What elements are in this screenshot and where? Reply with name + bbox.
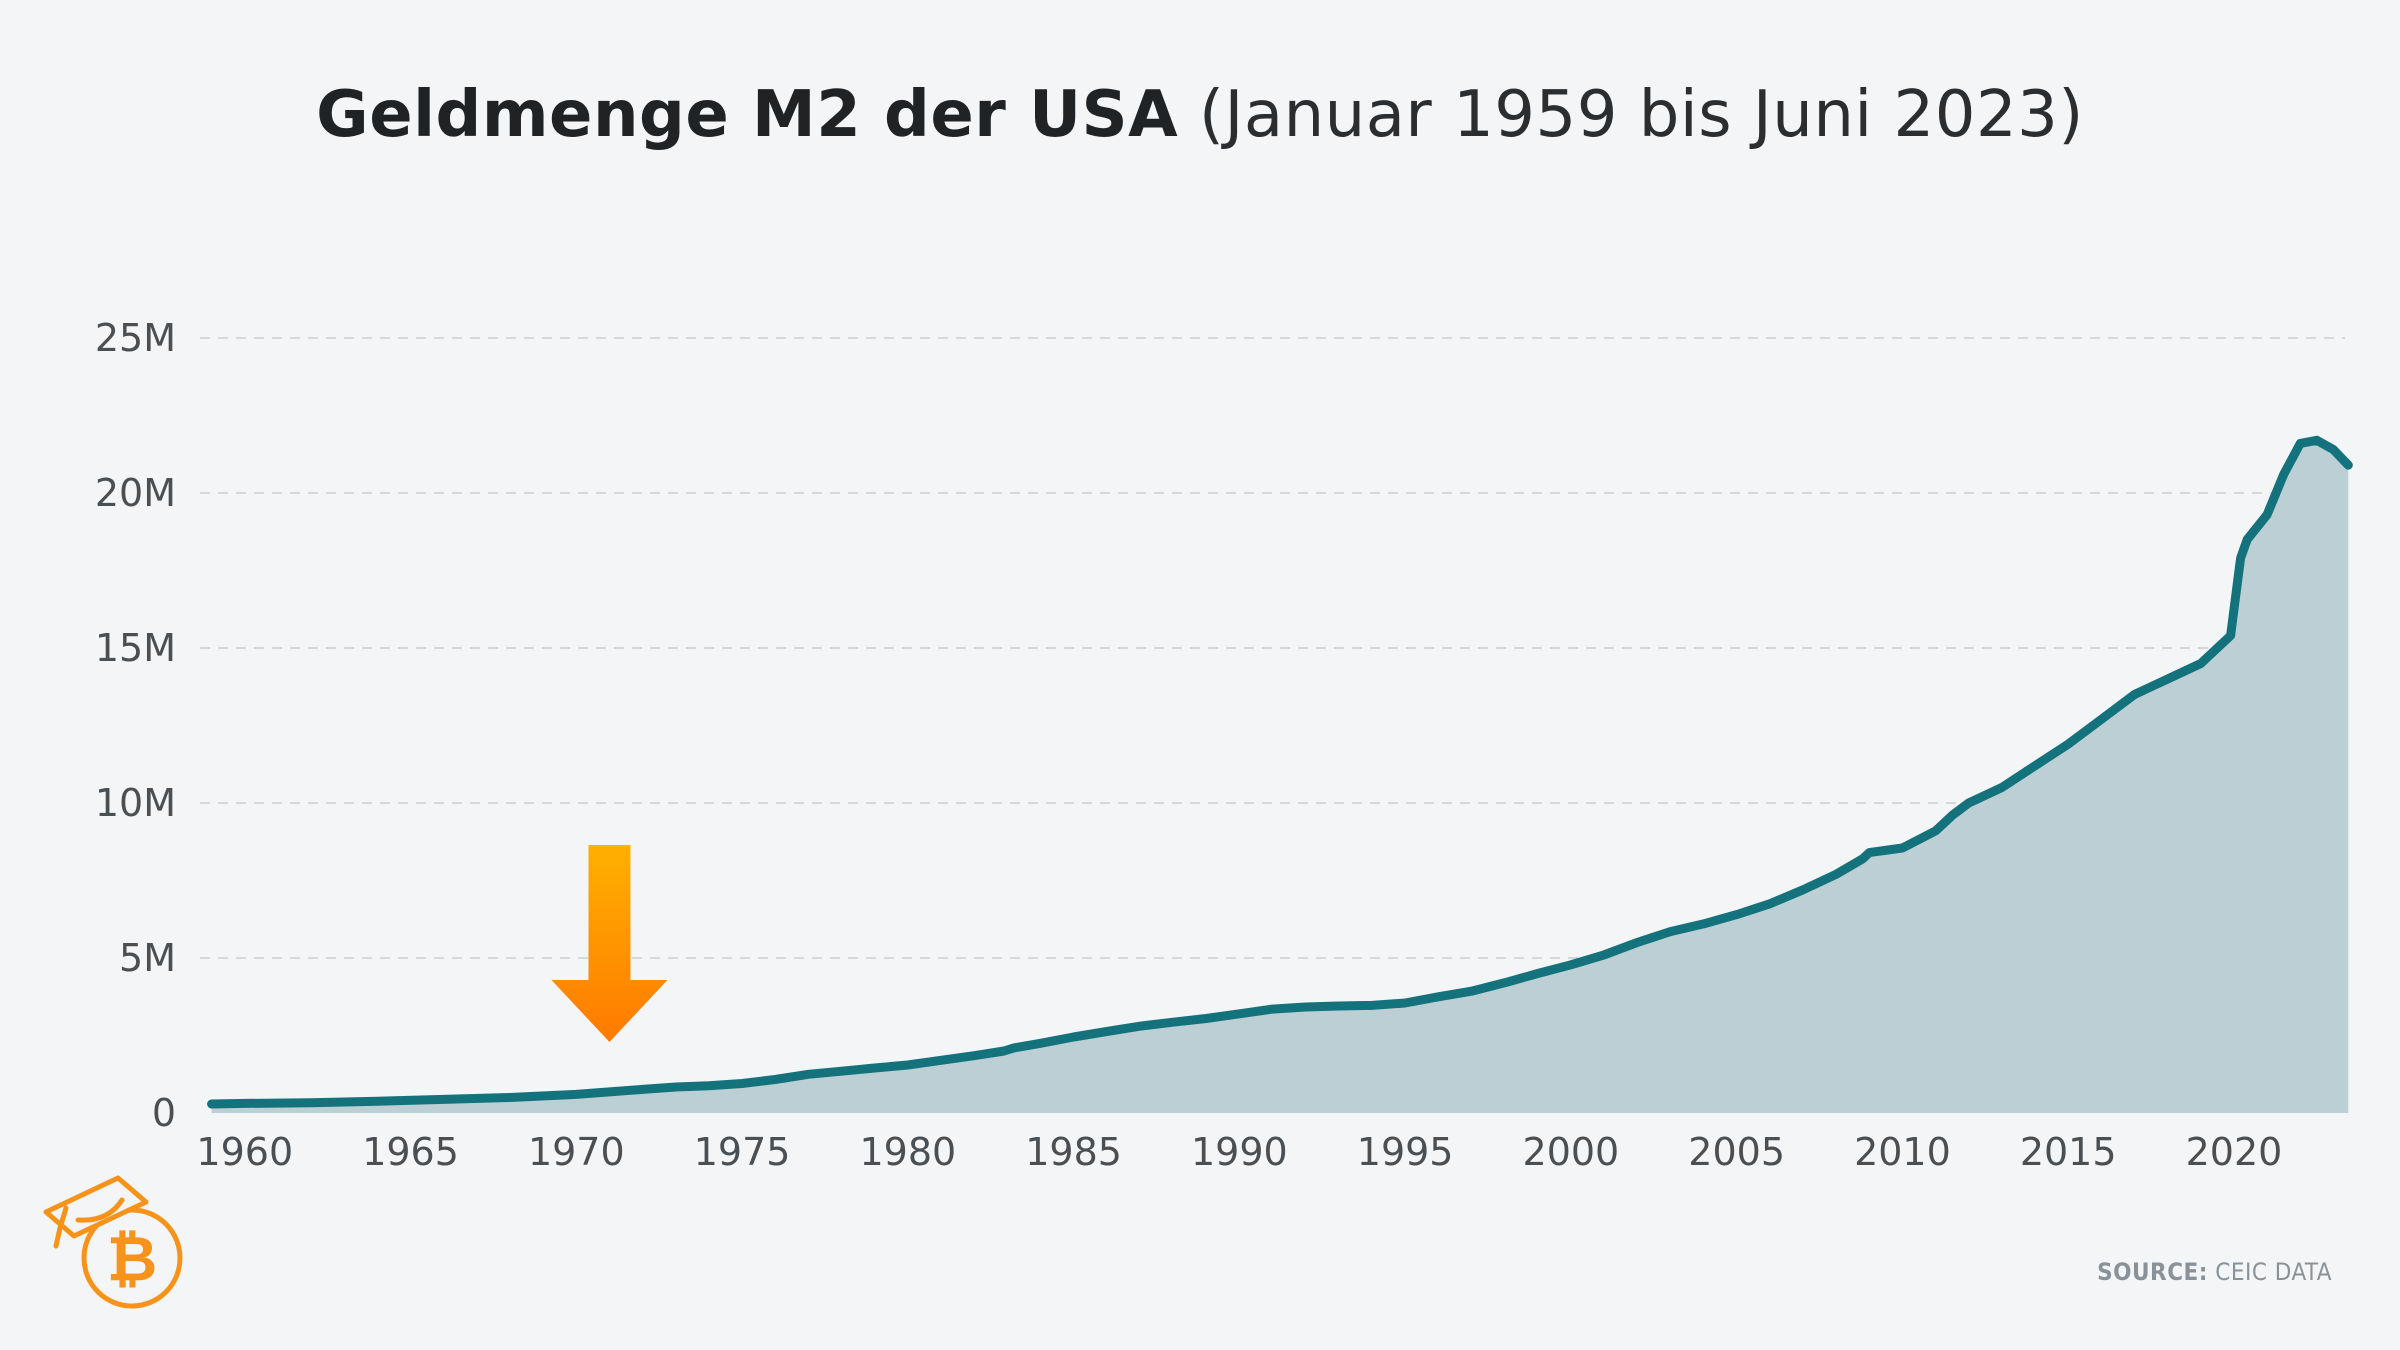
source-label: SOURCE: bbox=[2097, 1258, 2208, 1286]
y-tick-label: 15M bbox=[95, 626, 176, 670]
x-tick-label: 1985 bbox=[1025, 1130, 1122, 1174]
y-axis-ticks: 0 5M 10M 15M 20M 25M bbox=[95, 316, 176, 1135]
x-tick-label: 1960 bbox=[196, 1130, 293, 1174]
logo-cap-line bbox=[75, 1197, 125, 1223]
x-tick-label: 1970 bbox=[528, 1130, 625, 1174]
y-tick-label: 5M bbox=[119, 936, 176, 980]
chart-title: Geldmenge M2 der USA (Januar 1959 bis Ju… bbox=[0, 78, 2400, 152]
x-tick-label: 1980 bbox=[859, 1130, 956, 1174]
m2-line bbox=[207, 435, 2353, 1109]
x-tick-label: 2000 bbox=[1523, 1130, 1620, 1174]
chart-title-range: (Januar 1959 bis Juni 2023) bbox=[1199, 78, 2084, 152]
logo-cap-board bbox=[43, 1175, 149, 1239]
chart-title-main: Geldmenge M2 der USA bbox=[316, 78, 1179, 152]
source-note: SOURCE: CEIC DATA bbox=[2097, 1258, 2332, 1286]
x-tick-label: 2005 bbox=[1688, 1130, 1785, 1174]
logo-bitcoin-glyph: ₿ bbox=[107, 1222, 158, 1295]
x-tick-label: 1990 bbox=[1191, 1130, 1288, 1174]
bitcoin-graduation-logo-icon: ₿ bbox=[43, 1175, 183, 1309]
down-arrow-icon bbox=[551, 845, 668, 1042]
m2-area bbox=[211, 440, 2349, 1113]
y-tick-label: 20M bbox=[95, 471, 176, 515]
x-tick-label: 2010 bbox=[1854, 1130, 1951, 1174]
y-tick-label: 0 bbox=[152, 1091, 176, 1135]
x-tick-label: 1995 bbox=[1357, 1130, 1454, 1174]
logo-tassel bbox=[53, 1205, 69, 1249]
x-tick-label: 1965 bbox=[362, 1130, 459, 1174]
y-tick-label: 10M bbox=[95, 781, 176, 825]
x-axis-ticks: 1960 1965 1970 1975 1980 1985 1990 1995 2000 2005… bbox=[196, 1130, 2282, 1174]
y-tick-label: 25M bbox=[95, 316, 176, 360]
x-tick-label: 1975 bbox=[694, 1130, 791, 1174]
source-value: CEIC DATA bbox=[2215, 1258, 2332, 1286]
x-tick-label: 2020 bbox=[2186, 1130, 2283, 1174]
x-tick-label: 2015 bbox=[2020, 1130, 2117, 1174]
